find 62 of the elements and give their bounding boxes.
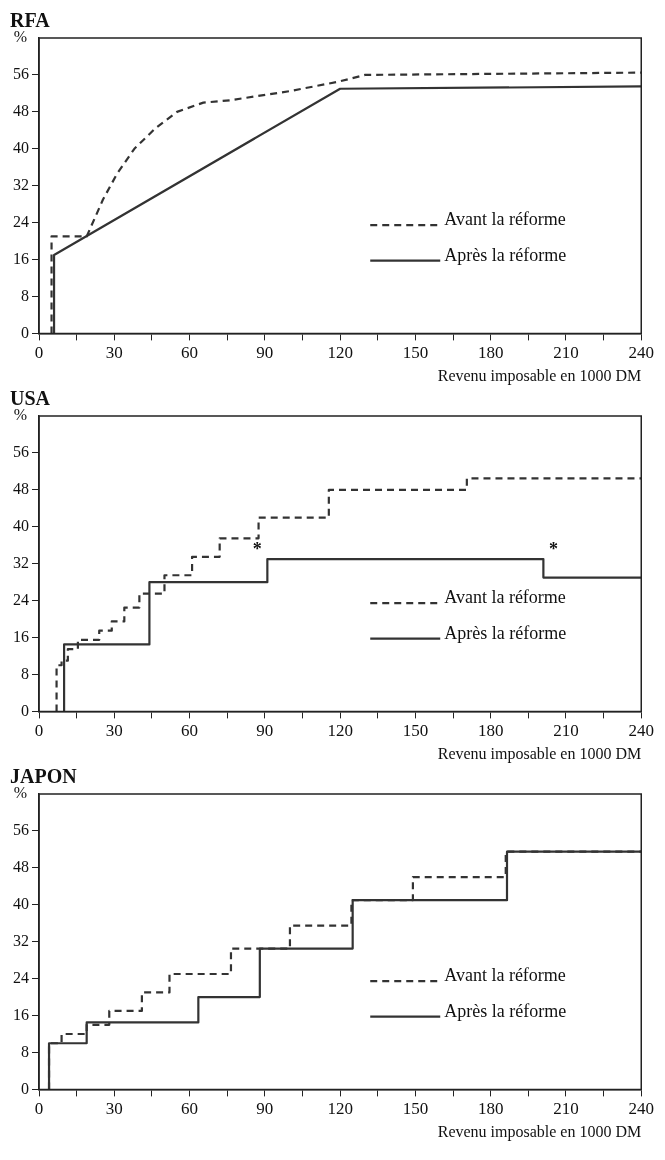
x-tick-label: 90 <box>256 1099 274 1119</box>
x-axis-title: Revenu imposable en 1000 DM <box>437 1122 642 1141</box>
x-tick-label: 60 <box>181 343 199 363</box>
x-tick-label: 30 <box>105 721 123 741</box>
x-tick-label: 180 <box>477 721 504 741</box>
x-tick-label: 120 <box>327 721 353 741</box>
legend-label: Après la réforme <box>444 244 567 265</box>
x-tick-label: 210 <box>553 1099 579 1119</box>
y-tick-label: 0 <box>21 701 29 719</box>
x-tick-label: 210 <box>553 721 579 741</box>
legend-label: Après la réforme <box>444 622 567 643</box>
x-tick-label: 240 <box>628 721 654 741</box>
y-tick-label: 16 <box>13 627 29 645</box>
x-tick-label: 60 <box>181 1099 199 1119</box>
annotation: * <box>548 538 558 559</box>
y-tick-label: 8 <box>21 1042 29 1060</box>
x-tick-label: 150 <box>402 343 429 363</box>
y-tick-label: 32 <box>13 175 29 193</box>
y-tick-label: 32 <box>13 553 29 571</box>
y-tick-label: 40 <box>13 138 29 156</box>
x-tick-label: 210 <box>553 343 579 363</box>
legend-label: Après la réforme <box>444 1000 567 1021</box>
legend-label: Avant la réforme <box>444 209 566 230</box>
x-tick-label: 180 <box>477 343 504 363</box>
y-tick-label: 40 <box>13 516 29 534</box>
x-tick-label: 90 <box>256 721 274 741</box>
x-tick-label: 0 <box>34 1099 44 1119</box>
x-tick-label: 150 <box>402 721 429 741</box>
y-tick-label: 24 <box>13 968 29 986</box>
x-tick-label: 240 <box>628 343 654 363</box>
y-tick-label: 56 <box>13 821 29 839</box>
x-tick-label: 0 <box>34 721 44 741</box>
x-tick-label: 120 <box>327 1099 353 1119</box>
y-tick-label: 48 <box>13 480 29 498</box>
y-tick-label: 56 <box>13 443 29 461</box>
y-tick-label: 8 <box>21 664 29 682</box>
x-tick-label: 180 <box>477 1099 504 1119</box>
x-tick-label: 30 <box>105 1099 123 1119</box>
x-tick-label: 120 <box>327 343 353 363</box>
legend-label: Avant la réforme <box>444 965 566 986</box>
y-tick-label: 24 <box>13 590 29 608</box>
x-tick-label: 60 <box>181 721 199 741</box>
x-axis-title: Revenu imposable en 1000 DM <box>437 744 642 763</box>
y-tick-label: 48 <box>13 102 29 120</box>
annotation: * <box>252 538 262 559</box>
y-tick-label: 32 <box>13 931 29 949</box>
y-tick-label: 24 <box>13 212 29 230</box>
x-tick-label: 150 <box>402 1099 429 1119</box>
y-tick-label: 56 <box>13 65 29 83</box>
y-tick-label: 16 <box>13 1005 29 1023</box>
y-tick-label: 0 <box>21 1079 29 1097</box>
legend-label: Avant la réforme <box>444 587 566 608</box>
y-tick-label: 40 <box>13 894 29 912</box>
x-axis-title: Revenu imposable en 1000 DM <box>437 366 642 385</box>
x-tick-label: 90 <box>256 343 274 363</box>
x-tick-label: 30 <box>105 343 123 363</box>
y-tick-label: 48 <box>13 858 29 876</box>
x-tick-label: 240 <box>628 1099 654 1119</box>
y-tick-label: 16 <box>13 249 29 267</box>
x-tick-label: 0 <box>34 343 44 363</box>
y-tick-label: 8 <box>21 286 29 304</box>
y-tick-label: 0 <box>21 323 29 341</box>
